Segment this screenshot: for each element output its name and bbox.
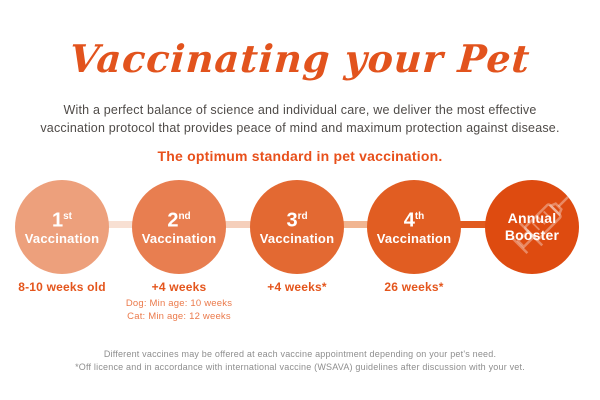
step-4-num-text: 4 [403, 209, 415, 232]
step-1-ordinal: st [63, 211, 73, 223]
step-2-subnote-dog: Dog: Min age: 10 weeks [125, 298, 233, 309]
step-3-ordinal: rd [297, 211, 308, 223]
intro-line-2: vaccination protocol that provides peace… [40, 121, 560, 135]
step-3-num-text: 3 [286, 209, 298, 232]
step-3-note: +4 weeks* [222, 280, 372, 294]
timeline-step-1-circle: 1st Vaccination [15, 180, 109, 274]
timeline-connector-3 [338, 221, 374, 228]
page-title: Vaccinating your Pet [68, 36, 532, 81]
timeline-connector-4 [455, 221, 491, 228]
step-5-label-line-1: Annual [507, 210, 557, 226]
step-4-label: Vaccination [376, 230, 452, 246]
step-2-num-text: 2 [167, 209, 179, 232]
timeline-step-3-circle: 3rd Vaccination [250, 180, 344, 274]
timeline-connector-1 [103, 221, 139, 228]
step-4-note: 26 weeks* [339, 280, 489, 294]
step-2-label: Vaccination [141, 230, 217, 246]
step-1-note-text: 8-10 weeks old [18, 280, 106, 294]
step-2-ordinal: nd [178, 211, 191, 223]
step-4-ordinal: th [414, 211, 425, 223]
step-3-number: 3rd [286, 207, 307, 231]
footnotes: Different vaccines may be offered at eac… [0, 348, 600, 374]
timeline-step-5-circle: Annual Booster [485, 180, 579, 274]
step-3-label: Vaccination [259, 230, 335, 246]
timeline-step-4-circle: 4th Vaccination [367, 180, 461, 274]
step-1-label: Vaccination [24, 230, 100, 246]
step-4-number: 4th [404, 207, 425, 231]
step-3-note-text: +4 weeks* [267, 280, 327, 294]
step-2-note: +4 weeks Dog: Min age: 10 weeks Cat: Min… [104, 280, 254, 323]
step-2-note-text: +4 weeks [151, 280, 207, 294]
timeline-step-2-circle: 2nd Vaccination [132, 180, 226, 274]
intro-line-1: With a perfect balance of science and in… [63, 103, 537, 117]
step-2-number: 2nd [167, 207, 190, 231]
step-1-num-text: 1 [51, 209, 64, 232]
timeline-connector-2 [220, 221, 256, 228]
step-1-note: 8-10 weeks old [0, 280, 137, 294]
step-1-number: 1st [52, 207, 72, 231]
footnote-line-2: *Off licence and in accordance with inte… [75, 362, 525, 372]
tagline: The optimum standard in pet vaccination. [157, 148, 443, 164]
step-2-subnote-cat: Cat: Min age: 12 weeks [127, 311, 231, 322]
step-2-subnotes: Dog: Min age: 10 weeks Cat: Min age: 12 … [104, 297, 254, 323]
intro-paragraph: With a perfect balance of science and in… [0, 101, 600, 137]
footnote-line-1: Different vaccines may be offered at eac… [103, 349, 497, 359]
step-4-note-text: 26 weeks* [384, 280, 444, 294]
step-5-label-line-2: Booster [504, 227, 560, 243]
